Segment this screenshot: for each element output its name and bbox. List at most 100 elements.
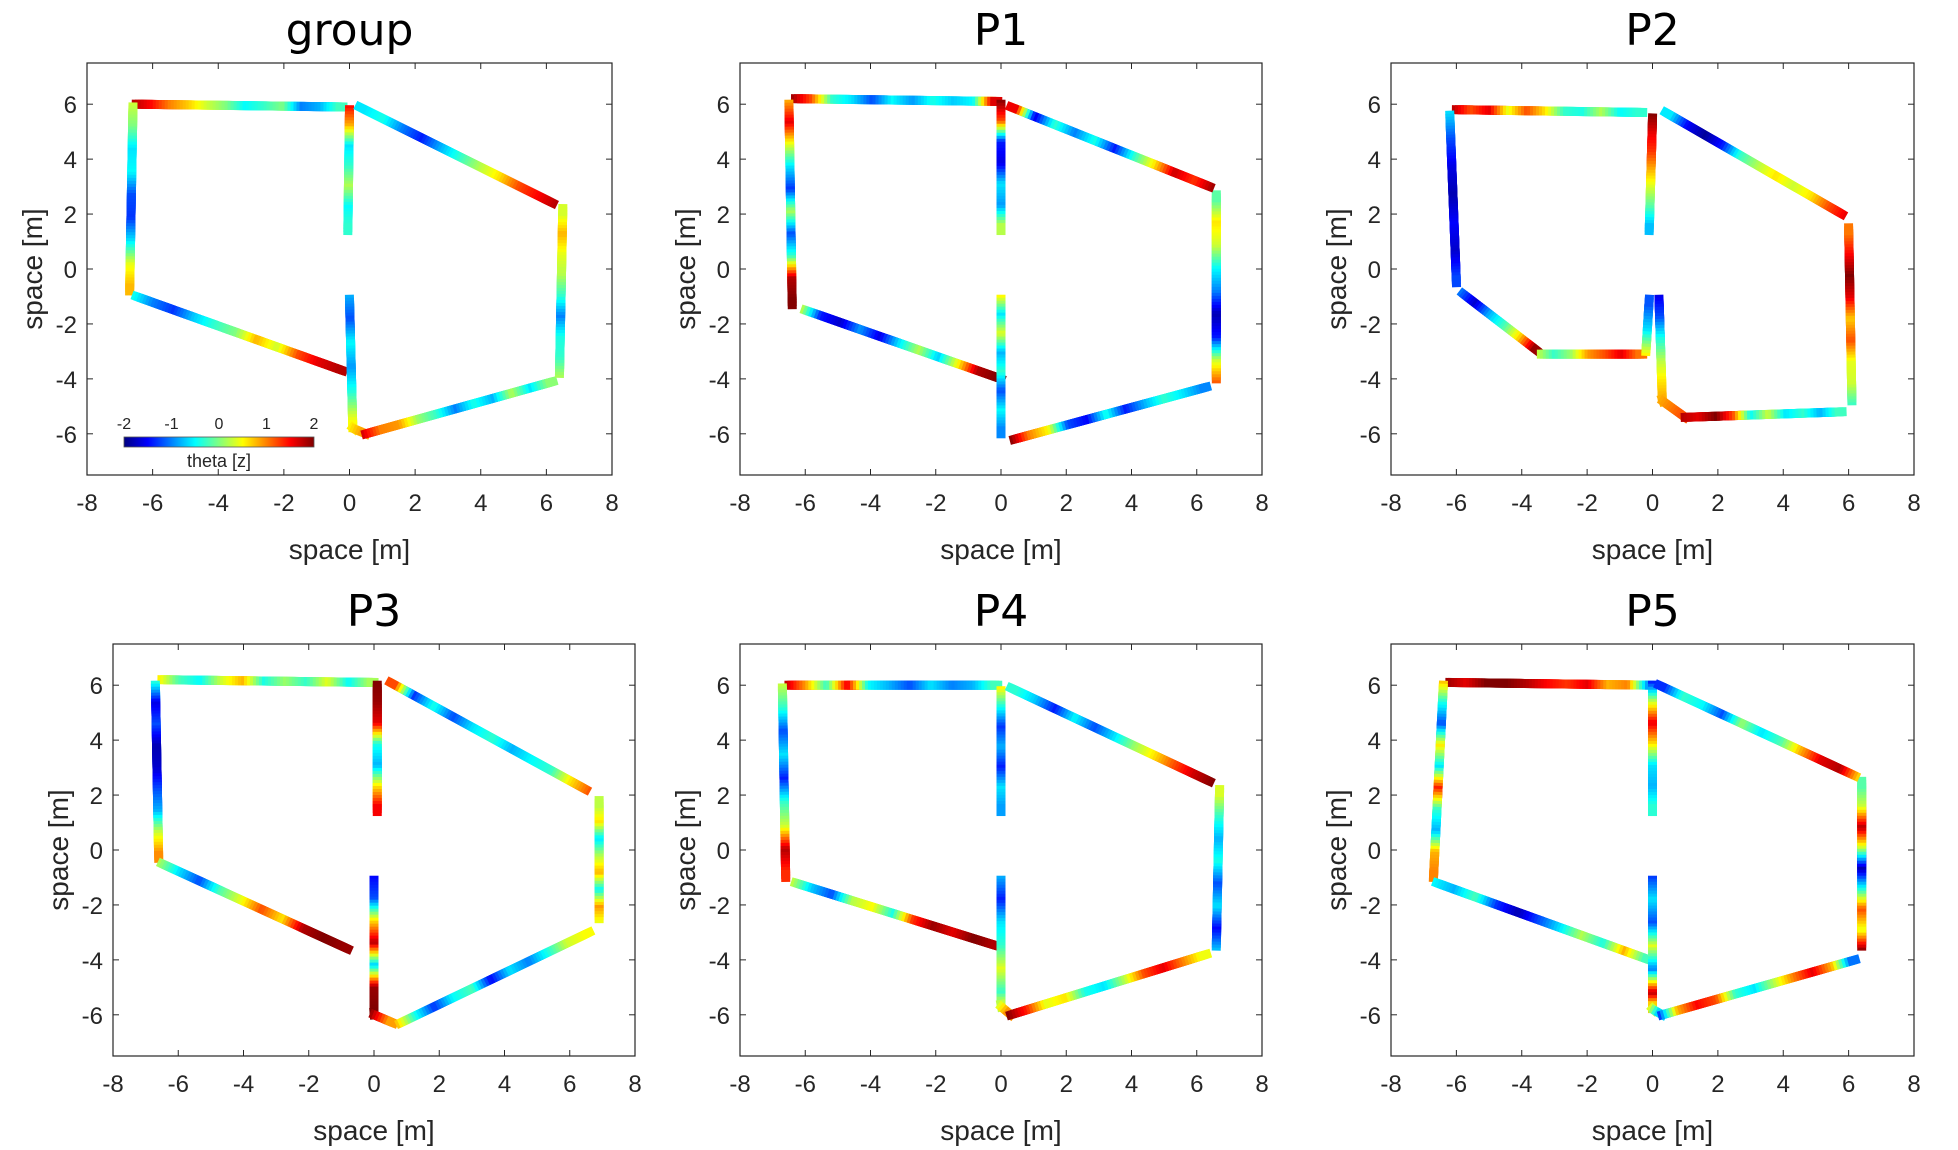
- colorbar-label: theta [z]: [187, 451, 251, 471]
- y-tick-label: 2: [64, 202, 77, 229]
- trajectory-segment: [1653, 679, 1862, 782]
- trajectory-point: [339, 941, 354, 955]
- trajectory-point: [1659, 106, 1675, 121]
- x-tick-label: -8: [729, 1071, 750, 1098]
- y-tick-label: -2: [709, 312, 730, 339]
- x-tick-label: 2: [433, 1071, 446, 1098]
- panel-title: P2: [1625, 5, 1680, 56]
- x-tick-label: 4: [1125, 490, 1138, 517]
- x-tick-label: -2: [1576, 1071, 1597, 1098]
- x-tick-label: -2: [1576, 490, 1597, 517]
- x-tick-label: 6: [1190, 1071, 1203, 1098]
- trajectory-segment: [1659, 106, 1849, 221]
- x-tick-label: -6: [1446, 490, 1467, 517]
- x-tick-label: 4: [498, 1071, 511, 1098]
- x-tick-label: -6: [142, 490, 163, 517]
- x-tick-label: -8: [1380, 1071, 1401, 1098]
- y-tick-label: 6: [1368, 92, 1381, 119]
- y-tick-label: -2: [709, 893, 730, 920]
- x-axis-label: space [m]: [1592, 1115, 1713, 1146]
- panel-title: P5: [1625, 586, 1680, 637]
- trajectory-point: [353, 100, 369, 115]
- x-tick-label: 8: [605, 490, 618, 517]
- y-tick-label: -6: [82, 1003, 103, 1030]
- trajectory-segment: [1445, 677, 1658, 690]
- y-tick-label: -6: [1360, 422, 1381, 449]
- trajectory-point: [1846, 954, 1861, 967]
- y-tick-label: 4: [1368, 728, 1381, 755]
- y-axis-label: space [m]: [1321, 208, 1352, 329]
- x-tick-label: 2: [1711, 490, 1724, 517]
- y-tick-label: 6: [90, 673, 103, 700]
- trajectory-segment: [1430, 877, 1655, 966]
- trajectory-point: [580, 926, 596, 940]
- y-tick-label: 0: [717, 257, 730, 284]
- panel-group: group -8 -6 -4 -2 0 2 4 6 8 -6 -4 -2 0 2 4 6 space [m] spa…: [17, 5, 619, 565]
- colorbar-tick-label: -2: [117, 416, 131, 433]
- y-axis-label: space [m]: [670, 789, 701, 910]
- panel-title: P4: [974, 586, 1029, 637]
- y-tick-label: -6: [1360, 1003, 1381, 1030]
- colorbar-bar: [123, 436, 315, 448]
- y-tick-label: 6: [717, 92, 730, 119]
- y-tick-label: 4: [717, 728, 730, 755]
- y-tick-label: 6: [717, 673, 730, 700]
- y-tick-label: 2: [717, 202, 730, 229]
- x-tick-label: -4: [1511, 1071, 1532, 1098]
- trajectory-segment: [125, 102, 138, 296]
- y-tick-label: -4: [709, 367, 730, 394]
- trajectory-segment: [799, 304, 1007, 385]
- trajectory-segment: [1656, 954, 1861, 1021]
- x-axis-label: space [m]: [289, 534, 410, 565]
- y-tick-label: 6: [1368, 673, 1381, 700]
- y-axis-label: space [m]: [670, 208, 701, 329]
- trajectory-segment: [1644, 113, 1658, 236]
- trajectory-segment: [790, 94, 1003, 107]
- trajectory-segment: [1844, 223, 1857, 406]
- colorbar: -2 -1 0 1 2 theta [z]: [117, 416, 319, 471]
- trajectory-segment: [1451, 105, 1648, 118]
- trajectory-segment: [343, 105, 355, 236]
- x-tick-label: -4: [860, 490, 881, 517]
- panel-p3: P3 -8 -6 -4 -2 0 2 4 6 8 -6 -4 -2 0 2 4 6 space [m] space …: [43, 586, 642, 1146]
- x-tick-label: 8: [1907, 490, 1920, 517]
- x-axis-label: space [m]: [940, 1115, 1061, 1146]
- x-tick-label: 4: [1125, 1071, 1138, 1098]
- trajectory-segment: [1005, 948, 1213, 1021]
- y-tick-label: -4: [709, 948, 730, 975]
- colorbar-tick-label: 1: [262, 416, 271, 433]
- x-tick-label: -8: [1380, 490, 1401, 517]
- y-tick-label: 4: [64, 147, 77, 174]
- y-tick-label: -2: [82, 893, 103, 920]
- y-tick-label: -6: [709, 422, 730, 449]
- trajectory-segment: [1680, 407, 1847, 422]
- x-tick-label: 6: [1842, 490, 1855, 517]
- x-tick-label: 4: [474, 490, 487, 517]
- trajectory-segment: [394, 926, 596, 1030]
- x-tick-label: 0: [994, 1071, 1007, 1098]
- x-tick-label: 6: [1842, 1071, 1855, 1098]
- trajectory-segment: [1004, 101, 1216, 193]
- x-tick-label: 2: [1060, 1071, 1073, 1098]
- x-tick-label: 0: [1646, 490, 1659, 517]
- trajectory-segment: [344, 294, 372, 440]
- colorbar-tick-label: 2: [310, 416, 319, 433]
- trajectory-segment: [131, 99, 348, 112]
- trajectory-point: [1198, 381, 1213, 394]
- y-tick-label: -4: [1360, 367, 1381, 394]
- x-tick-label: 0: [367, 1071, 380, 1098]
- trajectory-segment: [384, 676, 593, 796]
- x-tick-label: 2: [1060, 490, 1073, 517]
- x-axis-label: space [m]: [313, 1115, 434, 1146]
- trajectory-segment: [1646, 875, 1669, 1021]
- trajectory-point: [1198, 948, 1213, 961]
- trajectory-point: [384, 1015, 400, 1029]
- y-tick-label: -6: [56, 422, 77, 449]
- panel-p2: P2 -8 -6 -4 -2 0 2 4 6 8 -6 -4 -2 0 2 4 6 space [m] space …: [1321, 5, 1921, 565]
- trajectory-segment: [554, 203, 568, 378]
- y-tick-label: 2: [90, 783, 103, 810]
- y-tick-label: 2: [1368, 202, 1381, 229]
- y-tick-label: 4: [90, 728, 103, 755]
- y-tick-label: 0: [717, 838, 730, 865]
